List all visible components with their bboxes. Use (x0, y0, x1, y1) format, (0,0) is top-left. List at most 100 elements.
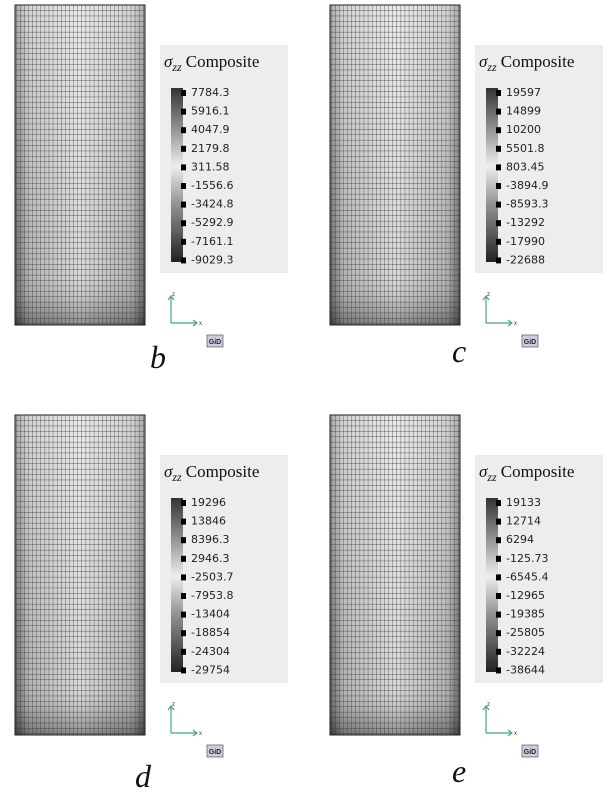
logo-box (206, 334, 224, 348)
logo: GiD (524, 339, 536, 346)
colorbar-tick (181, 164, 186, 171)
colorbar-tick (181, 537, 186, 544)
colorbar (486, 88, 498, 262)
colorbar-tick (496, 90, 501, 96)
legend-title: σzz Composite (164, 52, 259, 74)
legend-value: -3424.8 (191, 198, 233, 211)
legend-value: 2179.8 (191, 142, 230, 155)
logo-box (521, 334, 539, 348)
legend-value: 5916.1 (191, 105, 230, 118)
colorbar-tick (496, 127, 501, 134)
colorbar-tick (181, 127, 186, 134)
colorbar-tick (496, 238, 501, 245)
colorbar-tick (181, 630, 186, 637)
colorbar-tick (496, 220, 501, 227)
logo: GiD (524, 749, 536, 756)
mesh-grid (329, 414, 461, 736)
legend-value: -38644 (506, 663, 545, 676)
legend-subscript: zz (486, 60, 497, 74)
colorbar-tick (181, 593, 186, 599)
axis-label: z (172, 702, 175, 708)
logo: GiD (209, 749, 221, 756)
colorbar (171, 88, 183, 262)
legend-value: -13292 (506, 216, 545, 229)
colorbar-tick (496, 257, 501, 264)
legend-value: 14899 (506, 105, 541, 118)
legend: σzz Composite 19296 13846 8396.3 2946.3 -2503.… (160, 455, 288, 683)
legend-value: -17990 (506, 235, 545, 248)
legend-value: -32224 (506, 645, 545, 658)
legend-subscript: zz (171, 60, 182, 74)
panel: σzz Composite 19296 13846 8396.3 2946.3 -2503.… (14, 414, 288, 758)
legend-value: 12714 (506, 515, 541, 528)
logo-box (206, 744, 224, 758)
legend-value: -18854 (191, 626, 230, 639)
colorbar-tick (496, 201, 501, 208)
axis-label: x (514, 321, 517, 327)
legend-value: 5501.8 (506, 142, 545, 155)
colorbar-tick (181, 238, 186, 245)
legend-value: 6294 (506, 533, 534, 546)
colorbar-tick (181, 145, 186, 152)
legend-value: 13846 (191, 515, 226, 528)
logo: GiD (209, 339, 221, 346)
colorbar-tick (496, 145, 501, 152)
legend-value: -29754 (191, 663, 230, 676)
axis-triad (482, 705, 513, 737)
legend-value: -25805 (506, 626, 545, 639)
colorbar (171, 498, 183, 672)
legend-value: -8593.3 (506, 198, 548, 211)
legend-value: 19296 (191, 496, 226, 509)
legend-value: -1556.6 (191, 179, 233, 192)
legend-value: 8396.3 (191, 533, 230, 546)
axis-label: x (514, 731, 517, 737)
legend-symbol: σ (164, 462, 173, 481)
colorbar-tick (496, 667, 501, 674)
axis-label: z (487, 702, 490, 708)
colorbar-tick (181, 183, 186, 189)
legend-subscript: zz (171, 470, 182, 484)
legend-value: -22688 (506, 253, 545, 266)
legend-value: -12965 (506, 589, 545, 602)
legend-value: -9029.3 (191, 253, 233, 266)
colorbar-tick (181, 667, 186, 674)
colorbar-tick (181, 555, 186, 562)
colorbar-tick (181, 257, 186, 264)
legend-value: 19133 (506, 496, 541, 509)
panel: σzz Composite 7784.3 5916.1 4047.9 2179.8 311.… (14, 4, 288, 348)
legend: σzz Composite 19133 12714 6294 -125.73 -6545.4… (475, 455, 603, 683)
legend-value: -19385 (506, 608, 545, 621)
colorbar-tick (496, 164, 501, 171)
colorbar (486, 498, 498, 672)
colorbar-tick (496, 630, 501, 637)
legend-value: -6545.4 (506, 570, 548, 583)
colorbar-tick (496, 183, 501, 189)
legend-value: 4047.9 (191, 123, 230, 136)
colorbar-tick (496, 108, 501, 115)
axis-triad (482, 295, 513, 327)
legend-value: 2946.3 (191, 552, 230, 565)
colorbar-tick (496, 611, 501, 618)
legend-symbol: σ (164, 52, 173, 71)
logo-box (521, 744, 539, 758)
panel: σzz Composite 19133 12714 6294 -125.73 -6545.4… (329, 414, 603, 758)
legend-value: -7161.1 (191, 235, 233, 248)
colorbar-tick (496, 537, 501, 544)
legend-value: 311.58 (191, 160, 230, 173)
axis-triad (167, 295, 198, 327)
panel-label: c (452, 333, 466, 369)
axis-triad (167, 705, 198, 737)
legend-value: -5292.9 (191, 216, 233, 229)
colorbar-tick (496, 593, 501, 599)
legend-subscript: zz (486, 470, 497, 484)
legend-symbol: σ (479, 52, 488, 71)
legend-title-text: Composite (186, 52, 260, 71)
legend-value: -13404 (191, 608, 230, 621)
colorbar-tick (496, 518, 501, 525)
legend-symbol: σ (479, 462, 488, 481)
mesh-grid (14, 4, 146, 326)
legend-value: 19597 (506, 86, 541, 99)
mesh-grid (329, 4, 461, 326)
axis-label: x (199, 731, 202, 737)
